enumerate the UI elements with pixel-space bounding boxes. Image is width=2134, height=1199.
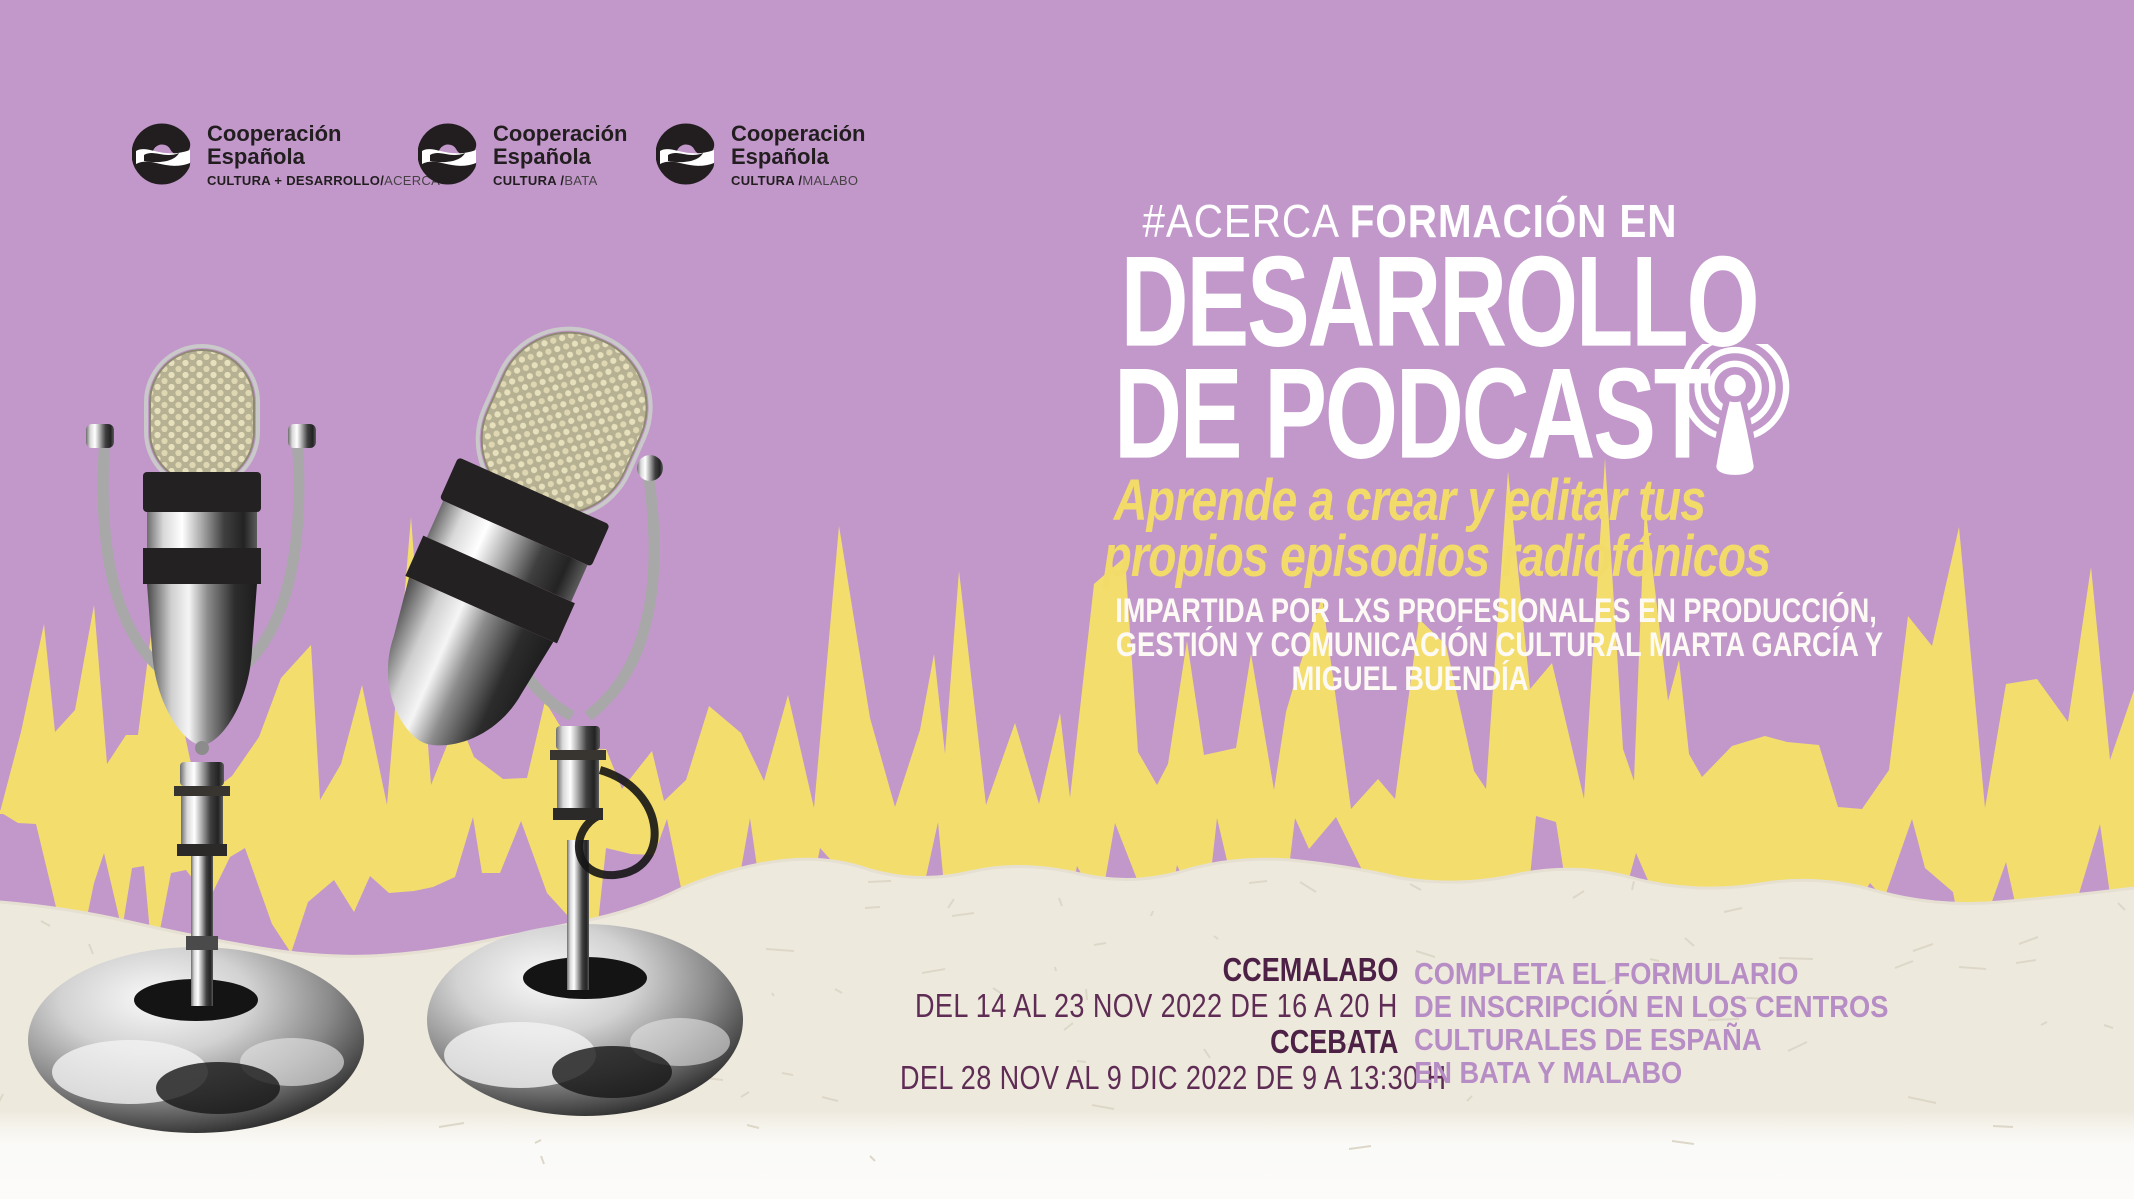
cta-line: COMPLETA EL FORMULARIO (1414, 956, 1799, 991)
subtitle-line-2: propios episodios radiofónicos (1103, 524, 1771, 589)
wave-centerline (0, 810, 2134, 814)
vintage-microphones-photo (28, 326, 743, 1133)
logo-org-line1: Cooperación (731, 121, 866, 146)
title-line-1: DESARROLLO (1120, 230, 1760, 374)
cta-column: COMPLETA EL FORMULARIO DE INSCRIPCIÓN EN… (1414, 952, 2014, 1096)
logo-org-line2: Española (731, 144, 829, 169)
paper-tear-highlight (0, 857, 2134, 958)
instructors-text: IMPARTIDA POR LXS PROFESIONALES EN PRODU… (1020, 592, 1884, 698)
cooperacion-espanola-c-mark-icon (132, 123, 193, 185)
logo-cooperacion-acerca: Cooperación Española CULTURA + DESARROLL… (132, 118, 440, 190)
venue-dates: DEL 28 NOV AL 9 DIC 2022 DE 9 A 13:30 H (899, 1059, 1447, 1096)
schedule-block: CCEMALABO DEL 14 AL 23 NOV 2022 DE 16 A … (780, 952, 2014, 1096)
venue-dates: DEL 14 AL 23 NOV 2022 DE 16 A 20 H (915, 987, 1398, 1024)
logo-cooperacion-bata: Cooperación Española CULTURA /BATA (418, 118, 627, 190)
microphone-right (387, 326, 743, 1116)
venues-column: CCEMALABO DEL 14 AL 23 NOV 2022 DE 16 A … (780, 951, 1447, 1096)
cta-line: DE INSCRIPCIÓN EN LOS CENTROS (1414, 989, 1889, 1024)
subtitle-line-1: Aprende a crear y editar tus (1114, 468, 1706, 533)
cooperacion-espanola-c-mark-icon (418, 123, 479, 185)
venue-name: CCEBATA (1269, 1023, 1398, 1060)
microphone-left (28, 344, 364, 1133)
kicker-hashtag: #ACERCA (1142, 195, 1338, 247)
cta-line: CULTURALES DE ESPAÑA (1414, 1022, 1762, 1057)
logo-org-line1: Cooperación (493, 121, 628, 146)
cooperacion-espanola-c-mark-icon (656, 123, 717, 185)
venue-name: CCEMALABO (1222, 951, 1398, 988)
headline-block: #ACERCA FORMACIÓN EN DESARROLLO DE PODCA… (1020, 196, 1884, 698)
logo-org-line2: Española (207, 144, 305, 169)
logo-dept-line: CULTURA /MALABO (731, 173, 859, 188)
title-line-2: DE PODCAST (1113, 342, 1711, 486)
logo-dept-line: CULTURA + DESARROLLO/ACERCA (207, 173, 441, 188)
kicker-bold: FORMACIÓN EN (1349, 195, 1678, 247)
podcast-antenna-icon (1680, 344, 1790, 478)
instructors-line-2: GESTIÓN Y COMUNICACIÓN CULTURAL MARTA GA… (1115, 626, 1884, 664)
cta-line: EN BATA Y MALABO (1414, 1055, 1683, 1090)
instructors-line-1: IMPARTIDA POR LXS PROFESIONALES EN PRODU… (1115, 592, 1877, 630)
kicker-line: #ACERCA FORMACIÓN EN (1020, 196, 1800, 246)
logo-cooperacion-malabo: Cooperación Española CULTURA /MALABO (656, 118, 865, 190)
logo-dept-line: CULTURA /BATA (493, 173, 598, 188)
wave-upper (0, 458, 2134, 812)
logo-org-line1: Cooperación (207, 121, 342, 146)
logo-org-line2: Española (493, 144, 591, 169)
instructors-line-3: MIGUEL BUENDÍA (1291, 660, 1529, 698)
